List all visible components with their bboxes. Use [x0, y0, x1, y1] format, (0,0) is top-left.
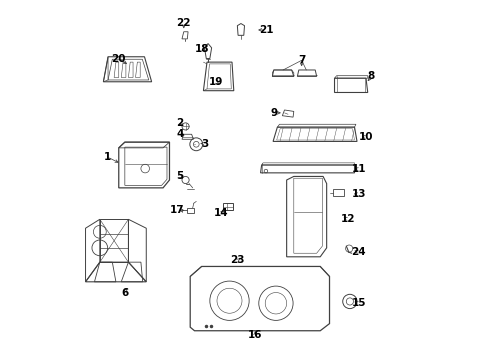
Text: 5: 5 [176, 171, 183, 181]
Text: 10: 10 [358, 132, 372, 142]
Text: 16: 16 [247, 330, 262, 341]
Text: 1: 1 [103, 152, 110, 162]
Text: 20: 20 [111, 54, 126, 64]
Text: 22: 22 [176, 18, 191, 28]
Text: 13: 13 [351, 189, 366, 199]
Text: 15: 15 [351, 298, 366, 308]
Text: 24: 24 [351, 247, 366, 257]
Text: 23: 23 [230, 255, 244, 265]
Text: 9: 9 [270, 108, 277, 118]
Text: 7: 7 [297, 55, 305, 65]
Text: 11: 11 [351, 164, 366, 174]
Text: 21: 21 [258, 25, 273, 35]
Text: 3: 3 [201, 139, 208, 149]
Text: 17: 17 [169, 205, 183, 215]
Text: 19: 19 [208, 77, 223, 87]
Text: 12: 12 [340, 214, 355, 224]
Text: 4: 4 [176, 129, 183, 139]
Text: 2: 2 [176, 118, 183, 128]
Text: 6: 6 [121, 288, 128, 297]
Text: 14: 14 [214, 208, 228, 218]
Text: 8: 8 [367, 71, 374, 81]
Text: 18: 18 [194, 44, 208, 54]
